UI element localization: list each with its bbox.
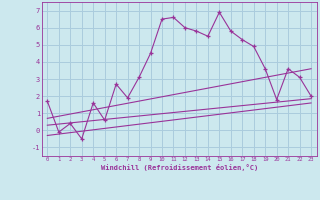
X-axis label: Windchill (Refroidissement éolien,°C): Windchill (Refroidissement éolien,°C) [100,164,258,171]
